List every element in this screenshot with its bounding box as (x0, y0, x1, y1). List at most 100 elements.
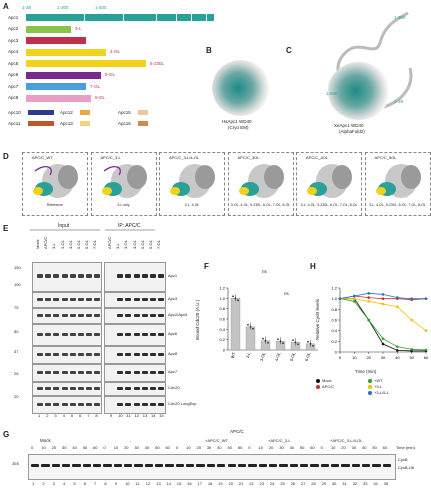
g-time-12: 50 (155, 445, 160, 450)
band-1-6 (86, 297, 93, 301)
band-label-2: Apc2/Apc5 (168, 312, 188, 317)
protein-name-apc10: Apc10 (8, 110, 21, 115)
complex-title-1: APC/C_3-L (100, 155, 121, 160)
domain-bar-apc2 (26, 25, 71, 33)
g-band-22 (258, 464, 267, 467)
mw-marker-75: 75 (14, 305, 19, 310)
band-2-0 (37, 313, 43, 317)
g-subgroup-3: +APC/C_3-L/4-OL (330, 438, 363, 443)
g-time-21: 0 (248, 445, 251, 450)
complex-title-2: APC/C_3-L/4-OL (169, 155, 200, 160)
f-point-4-OL-1 (279, 340, 282, 343)
g-right-label-1: CycB-Ub (398, 465, 415, 470)
h-ytick-label-0: 0 (335, 350, 338, 355)
h-point-4-5 (410, 297, 413, 300)
band-7-7 (94, 402, 101, 406)
g-lane-number-16: 17 (197, 481, 202, 486)
h-point-2-5 (410, 348, 413, 351)
apc1-gap-0 (84, 14, 85, 21)
f-ytick-label-2: 0.4 (219, 327, 225, 332)
g-time-25: 40 (289, 445, 295, 450)
panel-f-ylabel: Bound Cdc20 (A.U.) (195, 299, 200, 340)
g-band-30 (341, 464, 350, 467)
legend-swatch-3 (368, 385, 372, 389)
band-0-11 (133, 274, 140, 278)
g-time-28: 0 (320, 445, 323, 450)
f-bar-3-L (245, 326, 256, 351)
panel-c-callout-1: 1-300 (394, 15, 406, 20)
band-5-5 (78, 370, 84, 374)
f-point-3-L-0 (247, 323, 249, 326)
g-time-8: 10 (113, 445, 119, 450)
g-band-11 (144, 464, 154, 467)
g-lane-number-19: 20 (228, 481, 233, 486)
g-lane-number-22: 23 (259, 481, 264, 486)
band-1-4 (69, 297, 76, 301)
band-4-3 (61, 352, 68, 356)
legend-label-3: +3-L (374, 384, 383, 389)
band-6-0 (37, 386, 43, 390)
complex-model-2 (170, 164, 215, 198)
g-time-19: 50 (227, 445, 232, 450)
complex-caption-2: 3-L, 4-OL (184, 203, 200, 207)
lane-number-10: 10 (118, 413, 123, 418)
lane-number-9: 9 (110, 413, 113, 418)
h-ytick-label-5: 1.0 (331, 296, 337, 301)
h-ytick-label-1: 0.2 (331, 339, 337, 344)
band-4-0 (37, 352, 43, 356)
g-time-20: 60 (237, 445, 243, 450)
band-1-14 (158, 297, 165, 301)
h-point-4-1 (353, 294, 356, 298)
g-band-13 (165, 464, 174, 467)
protein-name-apc16: Apc16 (118, 121, 131, 126)
h-point-0-3 (381, 342, 385, 346)
g-lane-number-4: 5 (73, 481, 76, 486)
band-5-14 (158, 370, 165, 374)
g-lane-number-9: 10 (125, 481, 130, 486)
g-band-0 (31, 464, 40, 467)
f-ytick-label-5: 1.0 (219, 296, 225, 301)
lane-number-12: 12 (134, 413, 140, 418)
protein-name-apc8: Apc8 (8, 95, 19, 100)
band-1-10 (125, 297, 132, 301)
domain-bar-apc12 (80, 110, 90, 115)
h-point-3-3 (381, 302, 385, 306)
band-3-11 (133, 332, 140, 336)
panel-label-g: G (3, 430, 10, 439)
protein-name-apc4: Apc4 (8, 49, 19, 54)
legend-swatch-2 (368, 379, 372, 383)
g-lane-number-23: 24 (269, 481, 275, 486)
deletion-label-4: 5-230L (150, 60, 165, 66)
panel-label-e: E (3, 224, 9, 233)
panel-label-b: B (206, 46, 212, 55)
band-4-2 (53, 352, 60, 356)
band-6-7 (94, 386, 101, 390)
panel-d-complex-models: APC/C_WT Reference APC/C_3-L 3-L only APC/C_… (10, 150, 431, 218)
g-band-1 (41, 464, 50, 467)
h-point-4-6 (424, 297, 428, 300)
g-lane-number-10: 11 (135, 481, 140, 486)
lane-label-2: 3-L (51, 243, 57, 249)
band-5-11 (133, 370, 140, 374)
g-lane-number-21: 22 (249, 481, 254, 486)
f-xtick-label-5-OL: 5-OL (289, 351, 297, 362)
h-point-3-2 (367, 300, 370, 303)
band-3-7 (94, 332, 101, 336)
band-6-2 (53, 386, 60, 390)
mw-marker-25: 25 (14, 371, 19, 376)
band-4-13 (150, 352, 156, 356)
deletion-label-3: 4-OL (110, 49, 121, 54)
g-lane-number-20: 21 (238, 481, 244, 486)
band-7-12 (141, 402, 148, 406)
g-band-10 (134, 464, 143, 467)
apc1-loop-0 (34, 166, 52, 176)
lane-label-7: 7-OL (92, 240, 98, 249)
h-xtick-label-1: 10 (352, 355, 357, 360)
g-band-2 (51, 464, 60, 467)
band-7-9 (117, 402, 124, 406)
g-lane-number-25: 26 (290, 481, 296, 486)
panel-h-ylabel: Relative CycB levels (315, 298, 320, 340)
g-band-28 (320, 464, 329, 467)
g-band-17 (206, 464, 216, 467)
band-0-14 (158, 274, 165, 278)
